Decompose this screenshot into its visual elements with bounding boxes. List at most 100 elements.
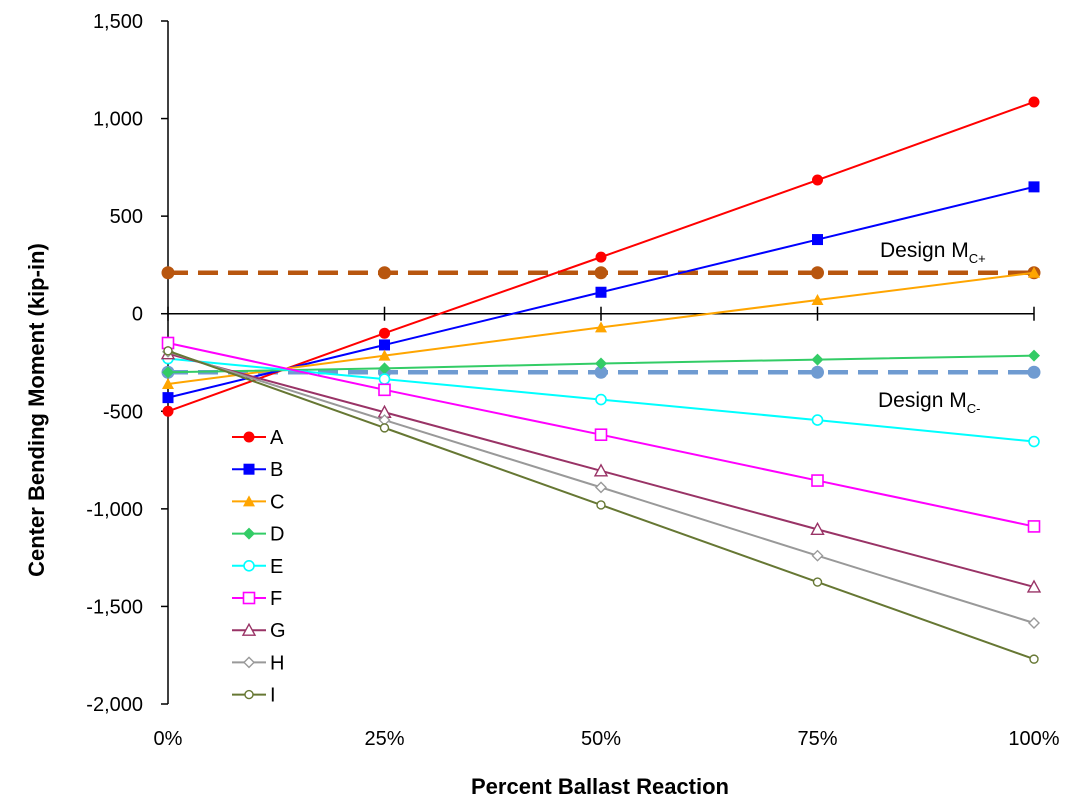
- series-f: [161, 336, 1041, 533]
- data-point: [811, 414, 824, 426]
- legend-item-h: H: [232, 652, 284, 674]
- legend-item-a: A: [232, 427, 284, 449]
- data-point: [811, 474, 824, 487]
- legend-item-b: B: [232, 459, 283, 481]
- legend-item-c: C: [232, 491, 284, 513]
- data-point: [812, 577, 823, 587]
- data-point: [811, 549, 824, 562]
- data-point: [811, 353, 824, 366]
- legend-marker: [241, 622, 257, 636]
- y-tick-label: -500: [103, 401, 143, 423]
- series-d: [162, 349, 1040, 379]
- design-line-point: [594, 365, 608, 379]
- data-point: [379, 339, 390, 351]
- data-point: [1029, 654, 1039, 664]
- legend-label: G: [270, 620, 286, 642]
- series-a: [162, 96, 1040, 417]
- legend-item-f: F: [232, 588, 282, 610]
- data-point: [595, 321, 607, 333]
- legend-label: I: [270, 685, 276, 707]
- design-label-0: Design MC+: [880, 239, 986, 266]
- x-tick-label: 0%: [154, 728, 183, 750]
- data-point: [594, 428, 608, 442]
- design-line-point: [1027, 365, 1041, 379]
- data-point: [595, 251, 607, 263]
- data-point: [162, 405, 174, 417]
- legend-item-g: G: [232, 620, 286, 642]
- y-tick-label: 1,500: [93, 11, 143, 33]
- series-e: [162, 352, 1040, 448]
- legend-marker: [243, 559, 255, 572]
- y-tick-labels: -2,000 -1,500 -1,000 -500 0 500 1,000 1,500: [86, 11, 143, 716]
- data-point: [596, 500, 606, 510]
- legend-label: E: [270, 556, 283, 578]
- data-point: [163, 346, 173, 356]
- data-point: [1028, 349, 1040, 362]
- data-point: [1028, 96, 1040, 108]
- series-b: [162, 181, 1040, 404]
- design-line-point: [594, 266, 608, 280]
- y-tick-label: 1,000: [93, 109, 143, 131]
- series-g: [160, 346, 1042, 593]
- data-point: [1027, 520, 1041, 533]
- data-point: [162, 392, 174, 404]
- y-axis-title: Center Bending Moment (kip-in): [24, 243, 49, 577]
- legend-label: B: [270, 459, 283, 481]
- data-point: [811, 294, 824, 306]
- legend-marker: [244, 689, 254, 700]
- design-label-1: Design MC-: [878, 389, 980, 416]
- y-tick-label: -1,000: [86, 499, 143, 521]
- reference-lines: [161, 266, 1041, 379]
- legend-item-d: D: [232, 524, 284, 546]
- legend-marker: [243, 527, 255, 540]
- data-point: [812, 234, 823, 246]
- data-point: [378, 349, 391, 361]
- series-i: [163, 346, 1039, 664]
- data-point: [162, 366, 174, 379]
- data-point: [595, 286, 607, 298]
- legend-marker: [243, 656, 255, 669]
- series-group: [160, 96, 1042, 664]
- legend-marker: [243, 431, 255, 443]
- design-line-point: [161, 266, 175, 280]
- legend-item-e: E: [232, 556, 283, 578]
- data-point: [378, 362, 391, 375]
- data-point: [812, 174, 823, 186]
- data-point: [1028, 181, 1040, 193]
- x-tick-label: 50%: [581, 728, 621, 750]
- data-point: [1026, 579, 1042, 593]
- data-point: [595, 393, 607, 406]
- legend-label: H: [270, 652, 284, 674]
- y-tick-label: 500: [110, 206, 143, 228]
- legend-item-i: I: [232, 685, 276, 707]
- legend-label: D: [270, 524, 284, 546]
- series-c: [162, 266, 1040, 389]
- data-point: [595, 357, 607, 370]
- legend-label: F: [270, 588, 282, 610]
- design-line-point: [811, 266, 824, 280]
- data-point: [1028, 617, 1040, 630]
- data-point: [810, 521, 825, 536]
- data-point: [379, 423, 390, 433]
- x-tick-label: 100%: [1008, 728, 1059, 750]
- legend-marker: [243, 463, 255, 475]
- design-label-main: Design M: [878, 389, 967, 412]
- legend-marker: [243, 495, 255, 507]
- legend-label: A: [270, 427, 284, 449]
- design-label-subscript: C-: [967, 401, 981, 416]
- data-point: [379, 327, 390, 339]
- data-point: [378, 373, 391, 385]
- data-point: [593, 463, 609, 477]
- y-tick-label: -1,500: [86, 596, 143, 618]
- data-point: [1028, 435, 1040, 448]
- data-point: [378, 383, 391, 397]
- y-tick-label: -2,000: [86, 694, 143, 716]
- annotations: Design MC+Design MC-: [878, 239, 986, 416]
- data-point: [595, 481, 607, 494]
- legend-marker: [242, 591, 256, 605]
- design-label-main: Design M: [880, 239, 969, 262]
- x-tick-label: 75%: [797, 728, 837, 750]
- y-tick-label: 0: [132, 304, 143, 326]
